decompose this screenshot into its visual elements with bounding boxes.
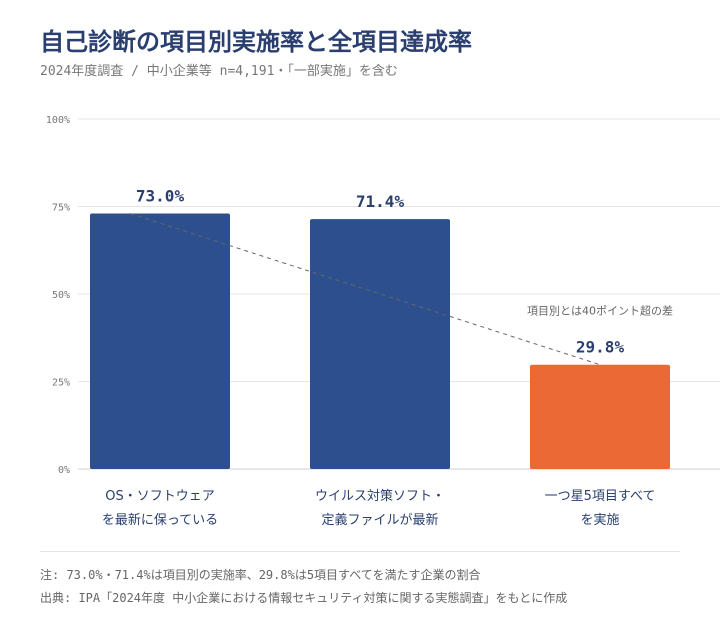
x-tick-label: 定義ファイルが最新 — [321, 512, 438, 528]
x-tick-label: を実施 — [580, 512, 619, 528]
y-tick-label: 75% — [52, 203, 70, 214]
x-tick-label: 一つ星5項目すべて — [545, 489, 656, 504]
y-tick-label: 0% — [58, 465, 70, 476]
data-label: 73.0% — [136, 187, 185, 206]
x-tick-label: ウイルス対策ソフト・ — [315, 488, 445, 504]
chart-note: 注: 73.0%・71.4%は項目別の実施率、29.8%は5項目すべてを満たす企… — [40, 568, 481, 582]
data-label: 71.4% — [356, 192, 405, 211]
trend-line — [129, 213, 601, 366]
annotation-label: 項目別とは40ポイント超の差 — [527, 304, 673, 318]
x-tick-label: を最新に保っている — [102, 512, 218, 528]
chart-source: 出典: IPA「2024年度 中小企業における情報セキュリティ対策に関する実態調… — [40, 591, 568, 605]
x-tick-label: OS・ソフトウェア — [105, 489, 215, 504]
bar — [530, 364, 670, 469]
data-label: 29.8% — [576, 338, 625, 357]
bar — [90, 213, 230, 469]
chart-title: 自己診断の項目別実施率と全項目達成率 — [40, 28, 472, 56]
bar — [310, 219, 450, 469]
chart-subtitle: 2024年度調査 / 中小企業等 n=4,191・「一部実施」を含む — [40, 64, 398, 79]
footer-divider — [40, 551, 680, 552]
y-tick-label: 50% — [52, 290, 70, 301]
y-tick-label: 100% — [46, 115, 70, 126]
y-tick-label: 25% — [52, 378, 70, 389]
